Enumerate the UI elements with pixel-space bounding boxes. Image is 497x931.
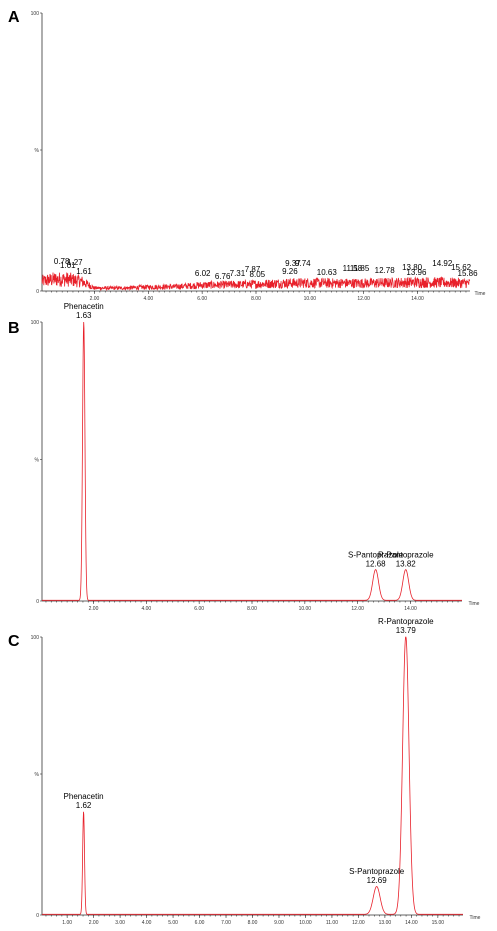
peak-rt-label: 12.68 <box>366 559 387 568</box>
panel-label: C <box>8 633 20 650</box>
x-axis-label: Time <box>469 601 480 607</box>
x-tick-label: 10.00 <box>304 296 317 302</box>
x-tick-label: 10.00 <box>299 606 312 612</box>
x-axis-label: Time <box>470 915 481 921</box>
y-tick-label: % <box>35 772 40 778</box>
x-tick-label: 2.00 <box>90 296 100 302</box>
peak-compound-label: R-Pantoprazole <box>378 617 434 626</box>
peak-rt-label: 6.02 <box>195 269 211 278</box>
peak-rt-label: 11.85 <box>350 264 370 273</box>
x-tick-label: 2.00 <box>89 920 99 926</box>
peak-rt-label: 15.86 <box>458 269 479 278</box>
chromatogram-trace <box>42 636 463 915</box>
x-tick-label: 5.00 <box>168 920 178 926</box>
x-axis-label: Time <box>475 291 486 297</box>
x-tick-label: 8.00 <box>251 296 261 302</box>
y-tick-label: 100 <box>31 11 40 17</box>
peak-rt-label: 10.63 <box>317 268 338 277</box>
panel-a: A 100% 0 2.00 4.00 6.00 8.00 10.00 12.00 14.00 Tim… <box>8 9 486 302</box>
peak-rt-label: 1.61 <box>76 267 92 276</box>
peak-rt-label: 12.69 <box>367 876 388 885</box>
x-tick-label: 12.00 <box>357 296 370 302</box>
chromatogram-trace <box>42 321 462 601</box>
x-tick-label: 6.00 <box>195 920 205 926</box>
x-tick-label: 4.00 <box>141 606 151 612</box>
x-tick-label: 3.00 <box>115 920 125 926</box>
peak-compound-label: S-Pantoprazole <box>349 867 405 876</box>
panel-label: B <box>8 320 20 337</box>
x-tick-label: 6.00 <box>194 606 204 612</box>
x-tick-label: 10.00 <box>299 920 312 926</box>
peak-rt-label: 6.76 <box>215 272 231 281</box>
x-tick-label: 6.00 <box>197 296 207 302</box>
x-tick-label: 7.00 <box>221 920 231 926</box>
peak-rt-label: 0.78 <box>54 257 70 266</box>
x-tick-label: 14.00 <box>404 606 417 612</box>
y-tick-label: 0 <box>36 913 39 919</box>
peak-rt-label: 15.62 <box>451 263 472 272</box>
y-tick-label: 100 <box>31 635 40 641</box>
peak-rt-label: 1.27 <box>67 258 83 267</box>
y-tick-label: 0 <box>36 599 39 605</box>
x-tick-label: 11.00 <box>326 920 338 926</box>
peak-rt-label: 7.31 <box>230 269 246 278</box>
panel-c: C 100% 0 1.00 2.00 3.00 4.00 5.00 6.00 7.00 8.00 9.… <box>8 617 481 926</box>
x-tick-label: 14.00 <box>405 920 418 926</box>
x-tick-label: 2.00 <box>89 606 99 612</box>
x-tick-label: 12.00 <box>351 606 364 612</box>
chromatogram-trace <box>41 272 471 292</box>
peak-rt-label: 8.05 <box>250 270 266 279</box>
x-tick-label: 8.00 <box>248 920 258 926</box>
x-tick-label: 15.00 <box>432 920 445 926</box>
panel-label: A <box>8 9 20 26</box>
panel-b: B 100% 0 2.00 4.00 6.00 8.00 10.00 12.00 14.00 Tim… <box>8 302 480 612</box>
y-tick-label: % <box>35 458 40 464</box>
peak-rt-label: 1.63 <box>76 311 92 320</box>
peak-compound-label: Phenacetin <box>64 792 104 801</box>
peak-rt-label: 14.92 <box>432 259 453 268</box>
y-tick-label: 100 <box>31 320 40 326</box>
peak-rt-label: 9.37 <box>285 259 301 268</box>
x-tick-label: 8.00 <box>247 606 257 612</box>
x-tick-label: 12.00 <box>352 920 365 926</box>
peak-rt-label: 1.62 <box>76 801 92 810</box>
peak-rt-label: 7.87 <box>245 265 261 274</box>
x-tick-label: 4.00 <box>142 920 152 926</box>
x-tick-label: 13.00 <box>379 920 392 926</box>
peak-rt-label: 1.01 <box>60 261 76 270</box>
peak-compound-label: S-Pantoprazole <box>348 550 404 559</box>
x-tick-label: 4.00 <box>143 296 153 302</box>
peak-rt-label: 13.96 <box>406 268 427 277</box>
x-tick-label: 9.00 <box>274 920 284 926</box>
peak-rt-label: 13.79 <box>396 626 417 635</box>
peak-rt-label: 13.82 <box>396 559 417 568</box>
peak-rt-label: 11.58 <box>343 264 363 273</box>
peak-rt-label: 9.74 <box>295 259 311 268</box>
peak-rt-label: 13.80 <box>402 263 423 272</box>
x-tick-label: 1.00 <box>62 920 72 926</box>
peak-compound-label: Phenacetin <box>64 302 104 311</box>
y-tick-label: 0 <box>36 289 39 295</box>
peak-rt-label: 9.26 <box>282 267 298 276</box>
y-tick-label: % <box>35 148 40 154</box>
x-tick-label: 14.00 <box>411 296 424 302</box>
peak-compound-label: R-Pantoprazole <box>378 550 434 559</box>
peak-rt-label: 12.78 <box>375 266 396 275</box>
